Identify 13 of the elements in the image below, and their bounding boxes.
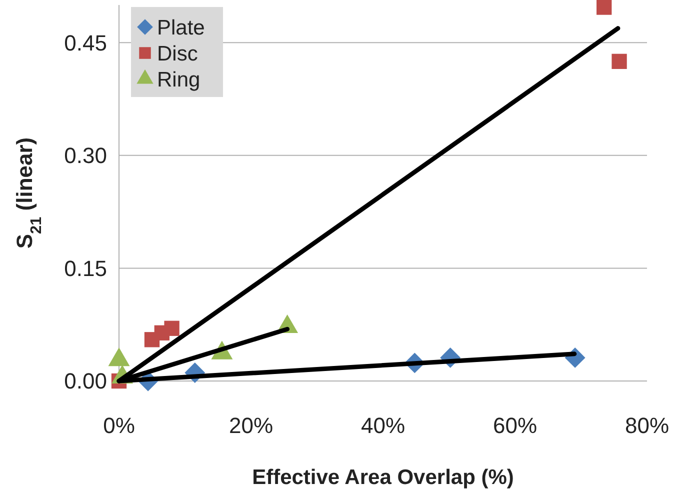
legend-label: Plate xyxy=(157,16,205,40)
x-tick-label: 80% xyxy=(624,413,670,438)
y-tick-label: 0.15 xyxy=(64,256,107,281)
legend-label: Ring xyxy=(157,68,200,92)
x-tick-label: 40% xyxy=(360,413,406,438)
y-tick-label: 0.45 xyxy=(64,30,107,56)
legend-label: Disc xyxy=(157,42,198,66)
x-tick-label: 0% xyxy=(103,413,135,438)
x-tick-label: 60% xyxy=(492,413,538,438)
y-tick-label: 0.30 xyxy=(64,143,107,168)
y-tick-label: 0.00 xyxy=(64,368,107,394)
x-tick-label: 20% xyxy=(228,413,274,438)
x-axis-title: Effective Area Overlap (%) xyxy=(252,466,514,489)
